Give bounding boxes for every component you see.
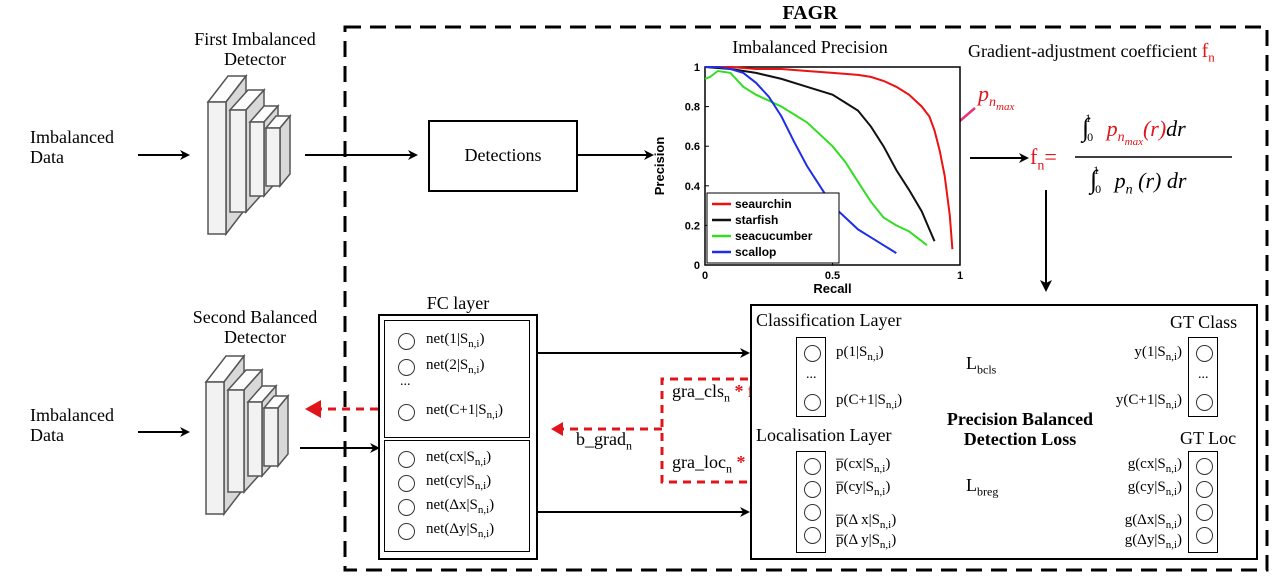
- neuron-icon: [1196, 481, 1213, 498]
- grad-to-detector-arrow-head: [305, 400, 321, 418]
- pnmax-label: pnmax: [978, 81, 1015, 114]
- localisation-layer-title: Localisation Layer: [756, 425, 892, 445]
- precision-balanced-loss-title: Precision Balanced Detection Loss: [946, 409, 1094, 449]
- fc-loc-row: net(Δx|Sn,i): [426, 497, 495, 516]
- series-line-scallop: [705, 66, 897, 254]
- neuron-icon: [1196, 345, 1213, 362]
- fc-cls-row: net(2|Sn,i): [426, 357, 485, 376]
- cls-gt-ellipsis: ...: [1198, 367, 1209, 382]
- neuron-icon: [398, 404, 415, 421]
- bgrad-arrow-head: [551, 422, 563, 436]
- input-data-bottom: Imbalanced Data: [30, 405, 114, 445]
- x-tick-label: 0.5: [825, 270, 840, 282]
- fc-loc-row: net(Δy|Sn,i): [426, 521, 495, 540]
- series-line-starfish: [704, 66, 936, 242]
- cls-gt-column: [1188, 337, 1218, 417]
- gradient-paths: [318, 377, 790, 484]
- loc-pred-row: p̅(cx|Sn,i): [836, 456, 891, 475]
- input-data-top: Imbalanced Data: [30, 127, 114, 167]
- coefficient-title: Gradient-adjustment coefficient fn: [968, 40, 1215, 65]
- loc-pred-row: p̅(Δ x|Sn,i): [836, 512, 897, 531]
- gra-cls-label: gra_clsn * fn: [672, 381, 761, 405]
- fagr-title: FAGR: [782, 2, 838, 24]
- x-tick-label: 0: [702, 270, 708, 282]
- neuron-icon: [1196, 527, 1213, 544]
- series-line-seaurchin: [705, 66, 954, 250]
- detections-box: Detections: [428, 120, 578, 192]
- gt-loc-title: GT Loc: [1180, 428, 1237, 448]
- legend-entry: starfish: [735, 213, 778, 227]
- fc-cls-row: net(C+1|Sn,i): [426, 402, 503, 421]
- formula-numerator: ∫01 pnmax(r)dr: [1082, 110, 1186, 149]
- neuron-icon: [804, 394, 821, 411]
- fc-layer-title: FC layer: [426, 293, 490, 313]
- precision-recall-chart: 0 0.2 0.4 0.6 0.8 1 0 0.5 1 Recall Precision seaurc…: [652, 62, 963, 296]
- loc-pred-row: p̅(Δ y|Sn,i): [836, 532, 897, 551]
- first-detector-label: First Imbalanced Detector: [194, 29, 316, 69]
- neuron-icon: [398, 475, 415, 492]
- series-line-seacucumber: [704, 69, 928, 246]
- y-tick-label: 0.6: [685, 141, 700, 153]
- cls-gt-row: y(1|Sn,i): [1134, 344, 1182, 363]
- cls-gt-row: y(C+1|Sn,i): [1115, 392, 1182, 411]
- fc-loc-row: net(cy|Sn,i): [426, 473, 492, 492]
- second-detector-label: Second Balanced Detector: [192, 307, 318, 347]
- neuron-icon: [1196, 504, 1213, 521]
- fagr-frame: [343, 25, 1269, 572]
- chart-title: Imbalanced Precision: [732, 37, 888, 57]
- loc-pred-row: p̅(cy|Sn,i): [836, 479, 891, 498]
- classification-layer-title: Classification Layer: [756, 310, 902, 330]
- fc-cls-ellipsis: ...: [400, 374, 411, 389]
- neuron-icon: [804, 527, 821, 544]
- legend-entry: scallop: [735, 245, 776, 259]
- neuron-icon: [1196, 394, 1213, 411]
- second-detector-icon: [204, 353, 290, 517]
- loc-gt-row: g(Δx|Sn,i): [1124, 512, 1182, 531]
- lbcls-label: Lbcls: [966, 353, 997, 377]
- cls-pred-row: p(1|Sn,i): [836, 344, 884, 363]
- cls-pred-ellipsis: ...: [806, 367, 817, 382]
- neuron-icon: [398, 523, 415, 540]
- legend-entry: seacucumber: [735, 229, 813, 243]
- neuron-icon: [804, 458, 821, 475]
- neuron-icon: [1196, 458, 1213, 475]
- neuron-icon: [804, 345, 821, 362]
- lbreg-label: Lbreg: [966, 475, 999, 499]
- y-tick-label: 0.4: [685, 181, 701, 193]
- formula-lhs: fn=: [1030, 144, 1057, 174]
- y-tick-label: 1: [694, 62, 700, 74]
- loc-gt-row: g(cy|Sn,i): [1127, 479, 1182, 498]
- first-detector-icon: [206, 73, 292, 237]
- neuron-icon: [398, 451, 415, 468]
- detections-label: Detections: [464, 145, 542, 165]
- y-tick-label: 0.2: [685, 220, 700, 232]
- gt-class-title: GT Class: [1170, 312, 1238, 332]
- y-tick-label: 0: [694, 260, 700, 272]
- bgrad-label: b_gradn: [576, 429, 632, 453]
- legend-entry: seaurchin: [735, 197, 792, 211]
- fc-loc-row: net(cx|Sn,i): [426, 449, 492, 468]
- neuron-icon: [804, 481, 821, 498]
- formula-denominator: ∫01 pn (r) dr: [1090, 162, 1187, 198]
- loc-gt-row: g(Δy|Sn,i): [1124, 532, 1182, 551]
- neuron-icon: [804, 504, 821, 521]
- x-tick-label: 1: [957, 270, 963, 282]
- neuron-icon: [398, 359, 415, 376]
- loss-box: [750, 304, 1258, 560]
- y-tick-label: 0.8: [685, 102, 700, 114]
- neuron-icon: [398, 499, 415, 516]
- fc-cls-row: net(1|Sn,i): [426, 331, 485, 350]
- loc-gt-row: g(cx|Sn,i): [1127, 456, 1182, 475]
- x-axis-label: Recall: [813, 281, 851, 296]
- cls-pred-row: p(C+1|Sn,i): [836, 392, 903, 411]
- neuron-icon: [398, 333, 415, 350]
- y-axis-label: Precision: [652, 137, 667, 196]
